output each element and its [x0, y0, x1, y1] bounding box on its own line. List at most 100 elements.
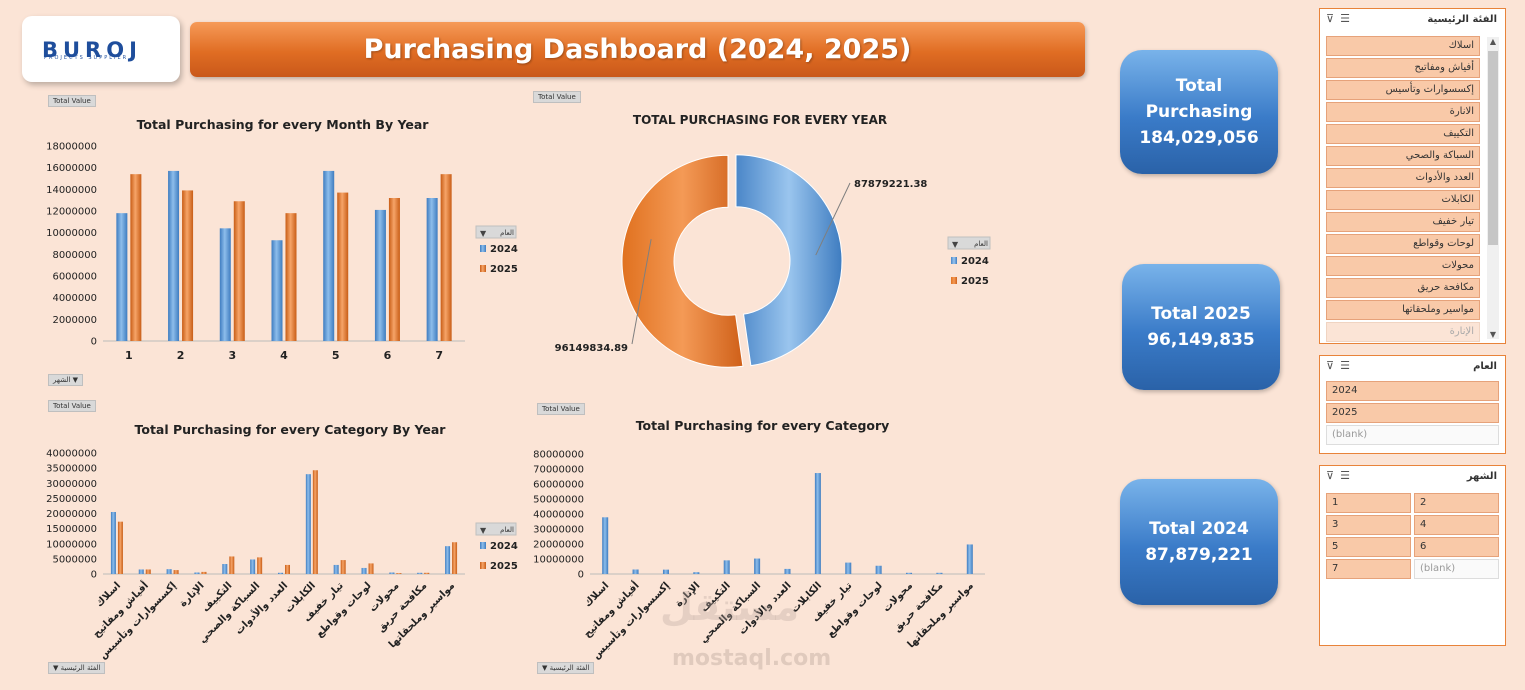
total-value-button[interactable]: Total Value — [537, 403, 585, 415]
multi-select-icon[interactable]: ☰ — [1340, 469, 1356, 482]
y-tick-label: 0 — [91, 337, 97, 348]
multi-select-icon[interactable]: ☰ — [1340, 12, 1356, 25]
bar-2025-5 — [229, 556, 235, 574]
bar-Total-5 — [723, 560, 730, 574]
kpi-total-2024: Total 2024 87,879,221 — [1120, 479, 1278, 605]
scroll-up-icon[interactable]: ▲ — [1489, 37, 1497, 46]
multi-select-icon[interactable]: ☰ — [1340, 359, 1356, 372]
x-tick-label: اسلاك — [582, 580, 611, 609]
bar-2025-2 — [182, 190, 194, 341]
bar-Total-11 — [906, 572, 913, 574]
chart-month: 0200000040000006000000800000010000000120… — [46, 142, 518, 363]
legend-label-2025: 2025 — [490, 264, 518, 275]
bar-2025-4 — [285, 213, 297, 341]
slicer-item-month[interactable]: 6 — [1414, 537, 1499, 557]
slicer-item-category[interactable]: اسلاك — [1326, 36, 1480, 56]
slicer-item-blank[interactable]: (blank) — [1414, 559, 1499, 579]
bar-2024-13 — [445, 546, 451, 574]
dropdown-icon: ▼ — [53, 664, 59, 672]
slicer-item-category[interactable]: الكابلات — [1326, 190, 1480, 210]
bar-Total-7 — [784, 568, 791, 574]
scroll-down-icon[interactable]: ▼ — [1489, 330, 1497, 339]
y-tick-label: 10000000 — [46, 539, 97, 550]
category-field-button[interactable]: ▼ الفئة الرئيسية — [48, 662, 106, 674]
slicer-item-category[interactable]: السباكة والصحي — [1326, 146, 1480, 166]
dropdown-icon: ▼ — [542, 664, 548, 672]
slicer-item-category[interactable]: العدد والأدوات — [1326, 168, 1480, 188]
y-tick-label: 12000000 — [46, 207, 97, 218]
donut-slice-2025 — [621, 154, 744, 368]
slicer-item-category[interactable]: الانارة — [1326, 102, 1480, 122]
bar-2024-11 — [389, 572, 395, 574]
data-label-2025: 96149834.89 — [555, 343, 628, 354]
clear-filter-icon[interactable]: ⊽ — [1326, 12, 1341, 25]
leader-line — [631, 239, 652, 345]
slicer-item-category[interactable]: أفياش ومفاتيح — [1326, 58, 1480, 78]
legend-filter-button — [475, 522, 517, 536]
scrollbar[interactable]: ▲ ▼ — [1487, 37, 1499, 339]
legend-filter-button — [475, 225, 517, 239]
bar-2025-11 — [396, 573, 402, 574]
y-tick-label: 70000000 — [533, 465, 584, 476]
kpi-label: Total 2025 — [1151, 304, 1251, 324]
bar-2025-4 — [201, 571, 207, 574]
slicer-item-month[interactable]: 5 — [1326, 537, 1411, 557]
bar-2024-12 — [417, 572, 423, 574]
y-tick-label: 40000000 — [533, 510, 584, 521]
slicer-title: الفئة الرئيسية — [1427, 14, 1497, 25]
category-field-button[interactable]: ▼ الفئة الرئيسية — [537, 662, 595, 674]
slicer-item-category[interactable]: إكسسوارات وتأسيس — [1326, 80, 1480, 100]
scroll-thumb[interactable] — [1488, 51, 1498, 245]
slicer-item-category[interactable]: محولات — [1326, 256, 1480, 276]
slicer-item-category[interactable]: التكييف — [1326, 124, 1480, 144]
total-value-button[interactable]: Total Value — [48, 95, 96, 107]
slicer-category: ⊽☰ الفئة الرئيسية ▲ ▼ اسلاك أفياش ومفاتيح… — [1319, 8, 1506, 344]
bar-2024-9 — [333, 564, 339, 574]
month-field-button[interactable]: الشهر ▼ — [48, 374, 84, 386]
kpi-label: Total Purchasing — [1145, 76, 1253, 122]
y-tick-label: 50000000 — [533, 495, 584, 506]
filter-icon: ▼ — [480, 526, 487, 535]
bar-2024-6 — [250, 559, 256, 574]
y-tick-label: 8000000 — [52, 250, 97, 261]
clear-filter-icon[interactable]: ⊽ — [1326, 469, 1341, 482]
watermark-url: mostaql.com — [672, 646, 832, 671]
x-tick-label: 5 — [332, 349, 340, 362]
slicer-item-2024[interactable]: 2024 — [1326, 381, 1499, 401]
y-tick-label: 16000000 — [46, 163, 97, 174]
bar-2025-1 — [130, 174, 142, 341]
total-value-button[interactable]: Total Value — [533, 91, 581, 103]
slicer-item-category[interactable]: مواسير وملحقاتها — [1326, 300, 1480, 320]
y-tick-label: 10000000 — [533, 555, 584, 566]
slicer-item-month[interactable]: 2 — [1414, 493, 1499, 513]
x-tick-label: 7 — [435, 349, 443, 362]
x-tick-label: 3 — [228, 349, 236, 362]
donut-slice-2024 — [735, 154, 843, 367]
bar-2025-1 — [117, 521, 123, 574]
bar-Total-13 — [966, 544, 973, 574]
bar-2024-3 — [166, 569, 172, 574]
slicer-month: ⊽☰ الشهر 1 2 3 4 5 6 7 (blank) — [1319, 465, 1506, 646]
slicer-item-category[interactable]: الإنارة — [1326, 322, 1480, 342]
bar-Total-4 — [693, 572, 700, 574]
filter-icon: ▼ — [952, 240, 959, 249]
bar-2024-3 — [219, 228, 231, 341]
slicer-item-month[interactable]: 4 — [1414, 515, 1499, 535]
slicer-item-2025[interactable]: 2025 — [1326, 403, 1499, 423]
slicer-item-month[interactable]: 7 — [1326, 559, 1411, 579]
y-tick-label: 60000000 — [533, 480, 584, 491]
bar-2025-7 — [285, 564, 290, 574]
slicer-item-category[interactable]: مكافحة حريق — [1326, 278, 1480, 298]
bar-2025-10 — [368, 563, 374, 574]
clear-filter-icon[interactable]: ⊽ — [1326, 359, 1341, 372]
total-value-button[interactable]: Total Value — [48, 400, 96, 412]
slicer-item-category[interactable]: لوحات وقواطع — [1326, 234, 1480, 254]
legend-title: العام — [500, 229, 514, 237]
slicer-item-month[interactable]: 1 — [1326, 493, 1411, 513]
slicer-item-blank[interactable]: (blank) — [1326, 425, 1499, 445]
bar-2024-4 — [194, 572, 200, 574]
slicer-item-category[interactable]: تيار خفيف — [1326, 212, 1480, 232]
slicer-item-month[interactable]: 3 — [1326, 515, 1411, 535]
y-tick-label: 0 — [91, 570, 97, 581]
slicer-title: الشهر — [1466, 471, 1497, 482]
